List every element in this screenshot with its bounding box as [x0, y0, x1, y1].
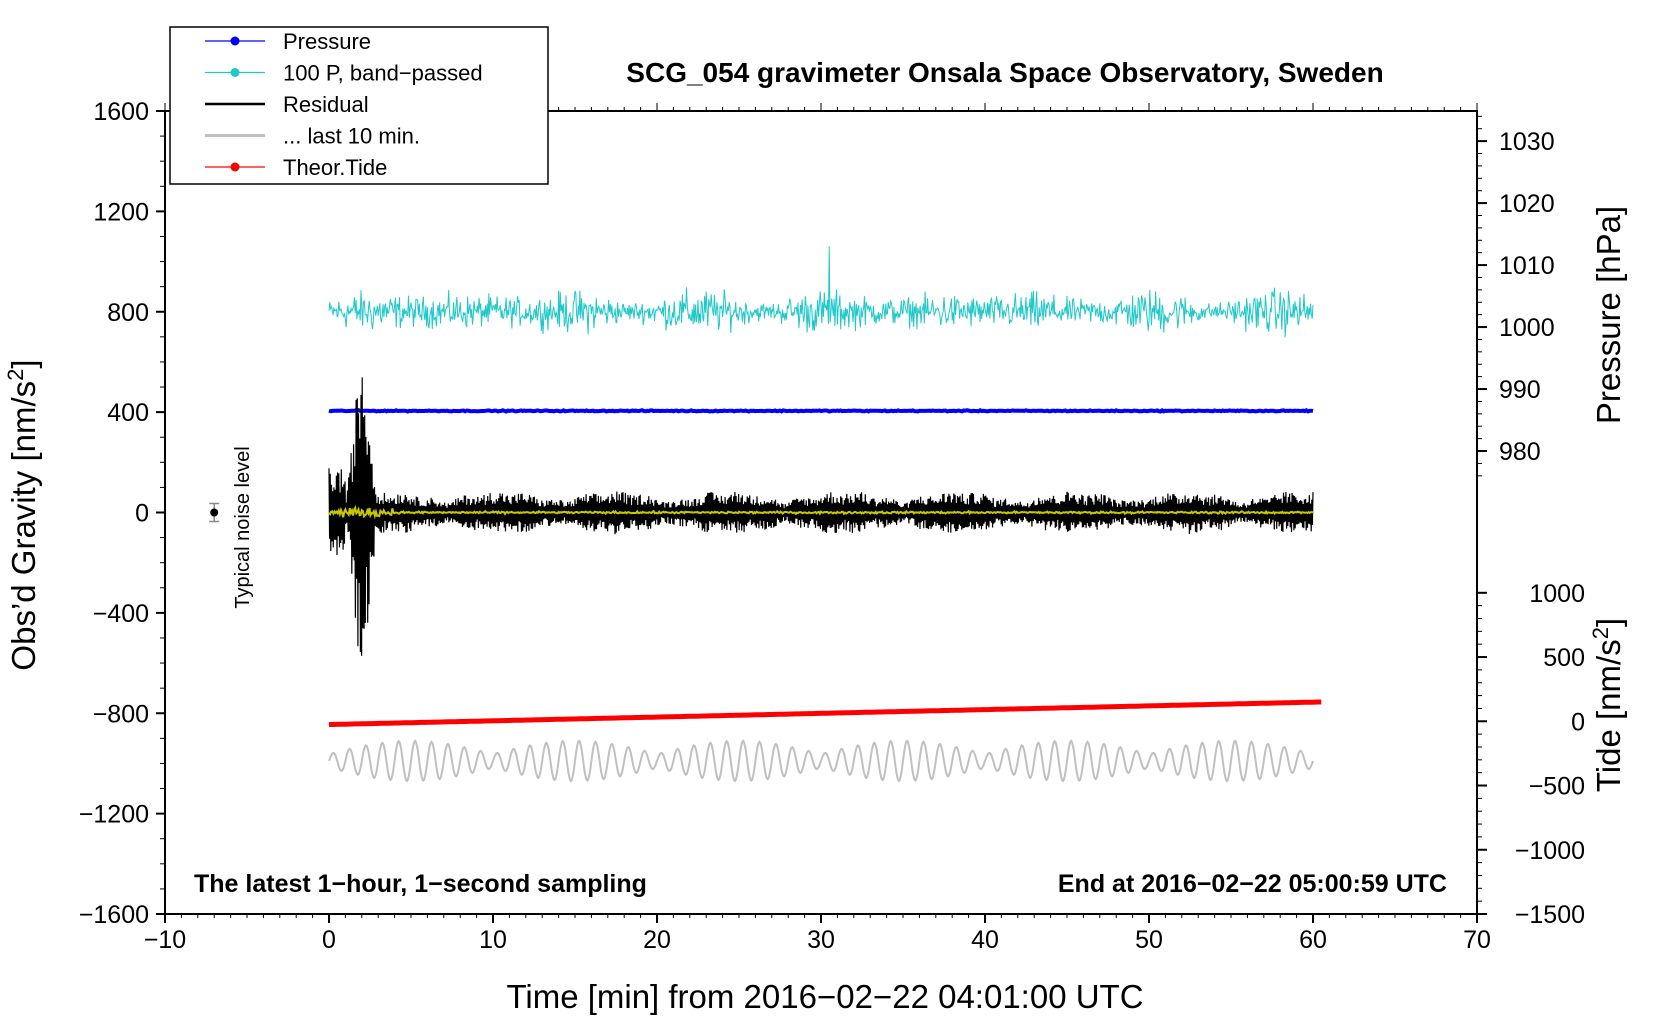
- legend-label-2: Residual: [283, 92, 369, 117]
- legend-box: [169, 26, 549, 185]
- noise-marker-group: Typical noise level: [209, 446, 254, 609]
- legend-label-4: Theor.Tide: [283, 155, 387, 180]
- noise-marker-dot: [210, 508, 219, 517]
- pressure-tick-label-4: 1020: [1499, 190, 1555, 218]
- x-tick-label-8: 70: [1463, 926, 1491, 954]
- y-tick-label-0: −1600: [79, 901, 149, 929]
- y-axis-left-title-sup: 2: [3, 369, 28, 381]
- y-tick-label-1: −1200: [79, 801, 149, 829]
- tide-tick-label-5: 1000: [1529, 580, 1585, 608]
- x-tick-label-4: 30: [807, 926, 835, 954]
- legend-marker-0: [230, 36, 240, 46]
- tide-tick-label-3: 0: [1571, 708, 1585, 736]
- annotation-end-time: End at 2016−02−22 05:00:59 UTC: [1058, 870, 1447, 898]
- annotation-sampling: The latest 1−hour, 1−second sampling: [194, 870, 647, 898]
- series-line-pressure: [328, 408, 1314, 414]
- series-line-bandpassed-pressure: [328, 246, 1314, 338]
- tide-tick-label-4: 500: [1543, 644, 1585, 672]
- y-axis-left-title: Obs’d Gravity [nm/s2]: [3, 359, 43, 670]
- chart-title: SCG_054 gravimeter Onsala Space Observat…: [626, 57, 1383, 88]
- y-tick-label-8: 1600: [93, 98, 149, 126]
- pressure-axis-title: Pressure [hPa]: [1590, 206, 1627, 424]
- pressure-tick-label-1: 990: [1499, 376, 1541, 404]
- y-tick-label-2: −800: [93, 700, 149, 728]
- tide-axis-title: Tide [nm/s2]: [1588, 618, 1628, 792]
- series-line-residual: [328, 377, 1314, 656]
- legend-marker-4: [230, 162, 240, 172]
- y-tick-label-4: 0: [135, 500, 149, 528]
- x-tick-label-7: 60: [1299, 926, 1327, 954]
- legend-label-3: ... last 10 min.: [283, 124, 420, 149]
- legend-label-1: 100 P, band−passed: [283, 61, 483, 86]
- y-tick-label-6: 800: [107, 299, 149, 327]
- axes-layer: −10 0 10 20 30 40 50 60 70−1600−1200−800−4000400…: [79, 98, 1585, 954]
- tide-axis-title-close: ]: [1590, 618, 1627, 627]
- series-layer: [328, 246, 1322, 783]
- noise-marker-label: Typical noise level: [232, 446, 254, 608]
- series-line-last-10-min: [328, 739, 1314, 783]
- tide-tick-label-2: −500: [1529, 773, 1585, 801]
- series-line-theor-tide: [329, 699, 1322, 727]
- pressure-tick-label-5: 1030: [1499, 128, 1555, 156]
- pressure-tick-label-3: 1010: [1499, 252, 1555, 280]
- legend-label-0: Pressure: [283, 29, 371, 54]
- x-tick-label-0: −10: [144, 926, 186, 954]
- tide-tick-label-1: −1000: [1515, 837, 1585, 865]
- x-tick-label-3: 20: [643, 926, 671, 954]
- legend: Pressure 100 P, band−passed Residual ... la…: [169, 26, 549, 185]
- legend-marker-1: [230, 68, 240, 77]
- tide-tick-label-0: −1500: [1515, 901, 1585, 929]
- tide-axis-title-text: Tide [nm/s: [1590, 639, 1627, 792]
- x-tick-label-1: 0: [322, 926, 336, 954]
- x-tick-label-5: 40: [971, 926, 999, 954]
- tide-axis-title-sup: 2: [1588, 627, 1613, 639]
- pressure-tick-label-2: 1000: [1499, 314, 1555, 342]
- x-tick-label-6: 50: [1135, 926, 1163, 954]
- pressure-tick-label-0: 980: [1499, 438, 1541, 466]
- x-tick-label-2: 10: [479, 926, 507, 954]
- series-line-residual-filtered: [328, 505, 1314, 520]
- x-axis-title: Time [min] from 2016−02−22 04:01:00 UTC: [506, 978, 1143, 1015]
- y-tick-label-5: 400: [107, 399, 149, 427]
- y-axis-left-title-text: Obs’d Gravity [nm/s: [5, 381, 42, 671]
- y-axis-left-title-close: ]: [5, 359, 42, 368]
- y-tick-label-3: −400: [93, 600, 149, 628]
- y-tick-label-7: 1200: [93, 198, 149, 226]
